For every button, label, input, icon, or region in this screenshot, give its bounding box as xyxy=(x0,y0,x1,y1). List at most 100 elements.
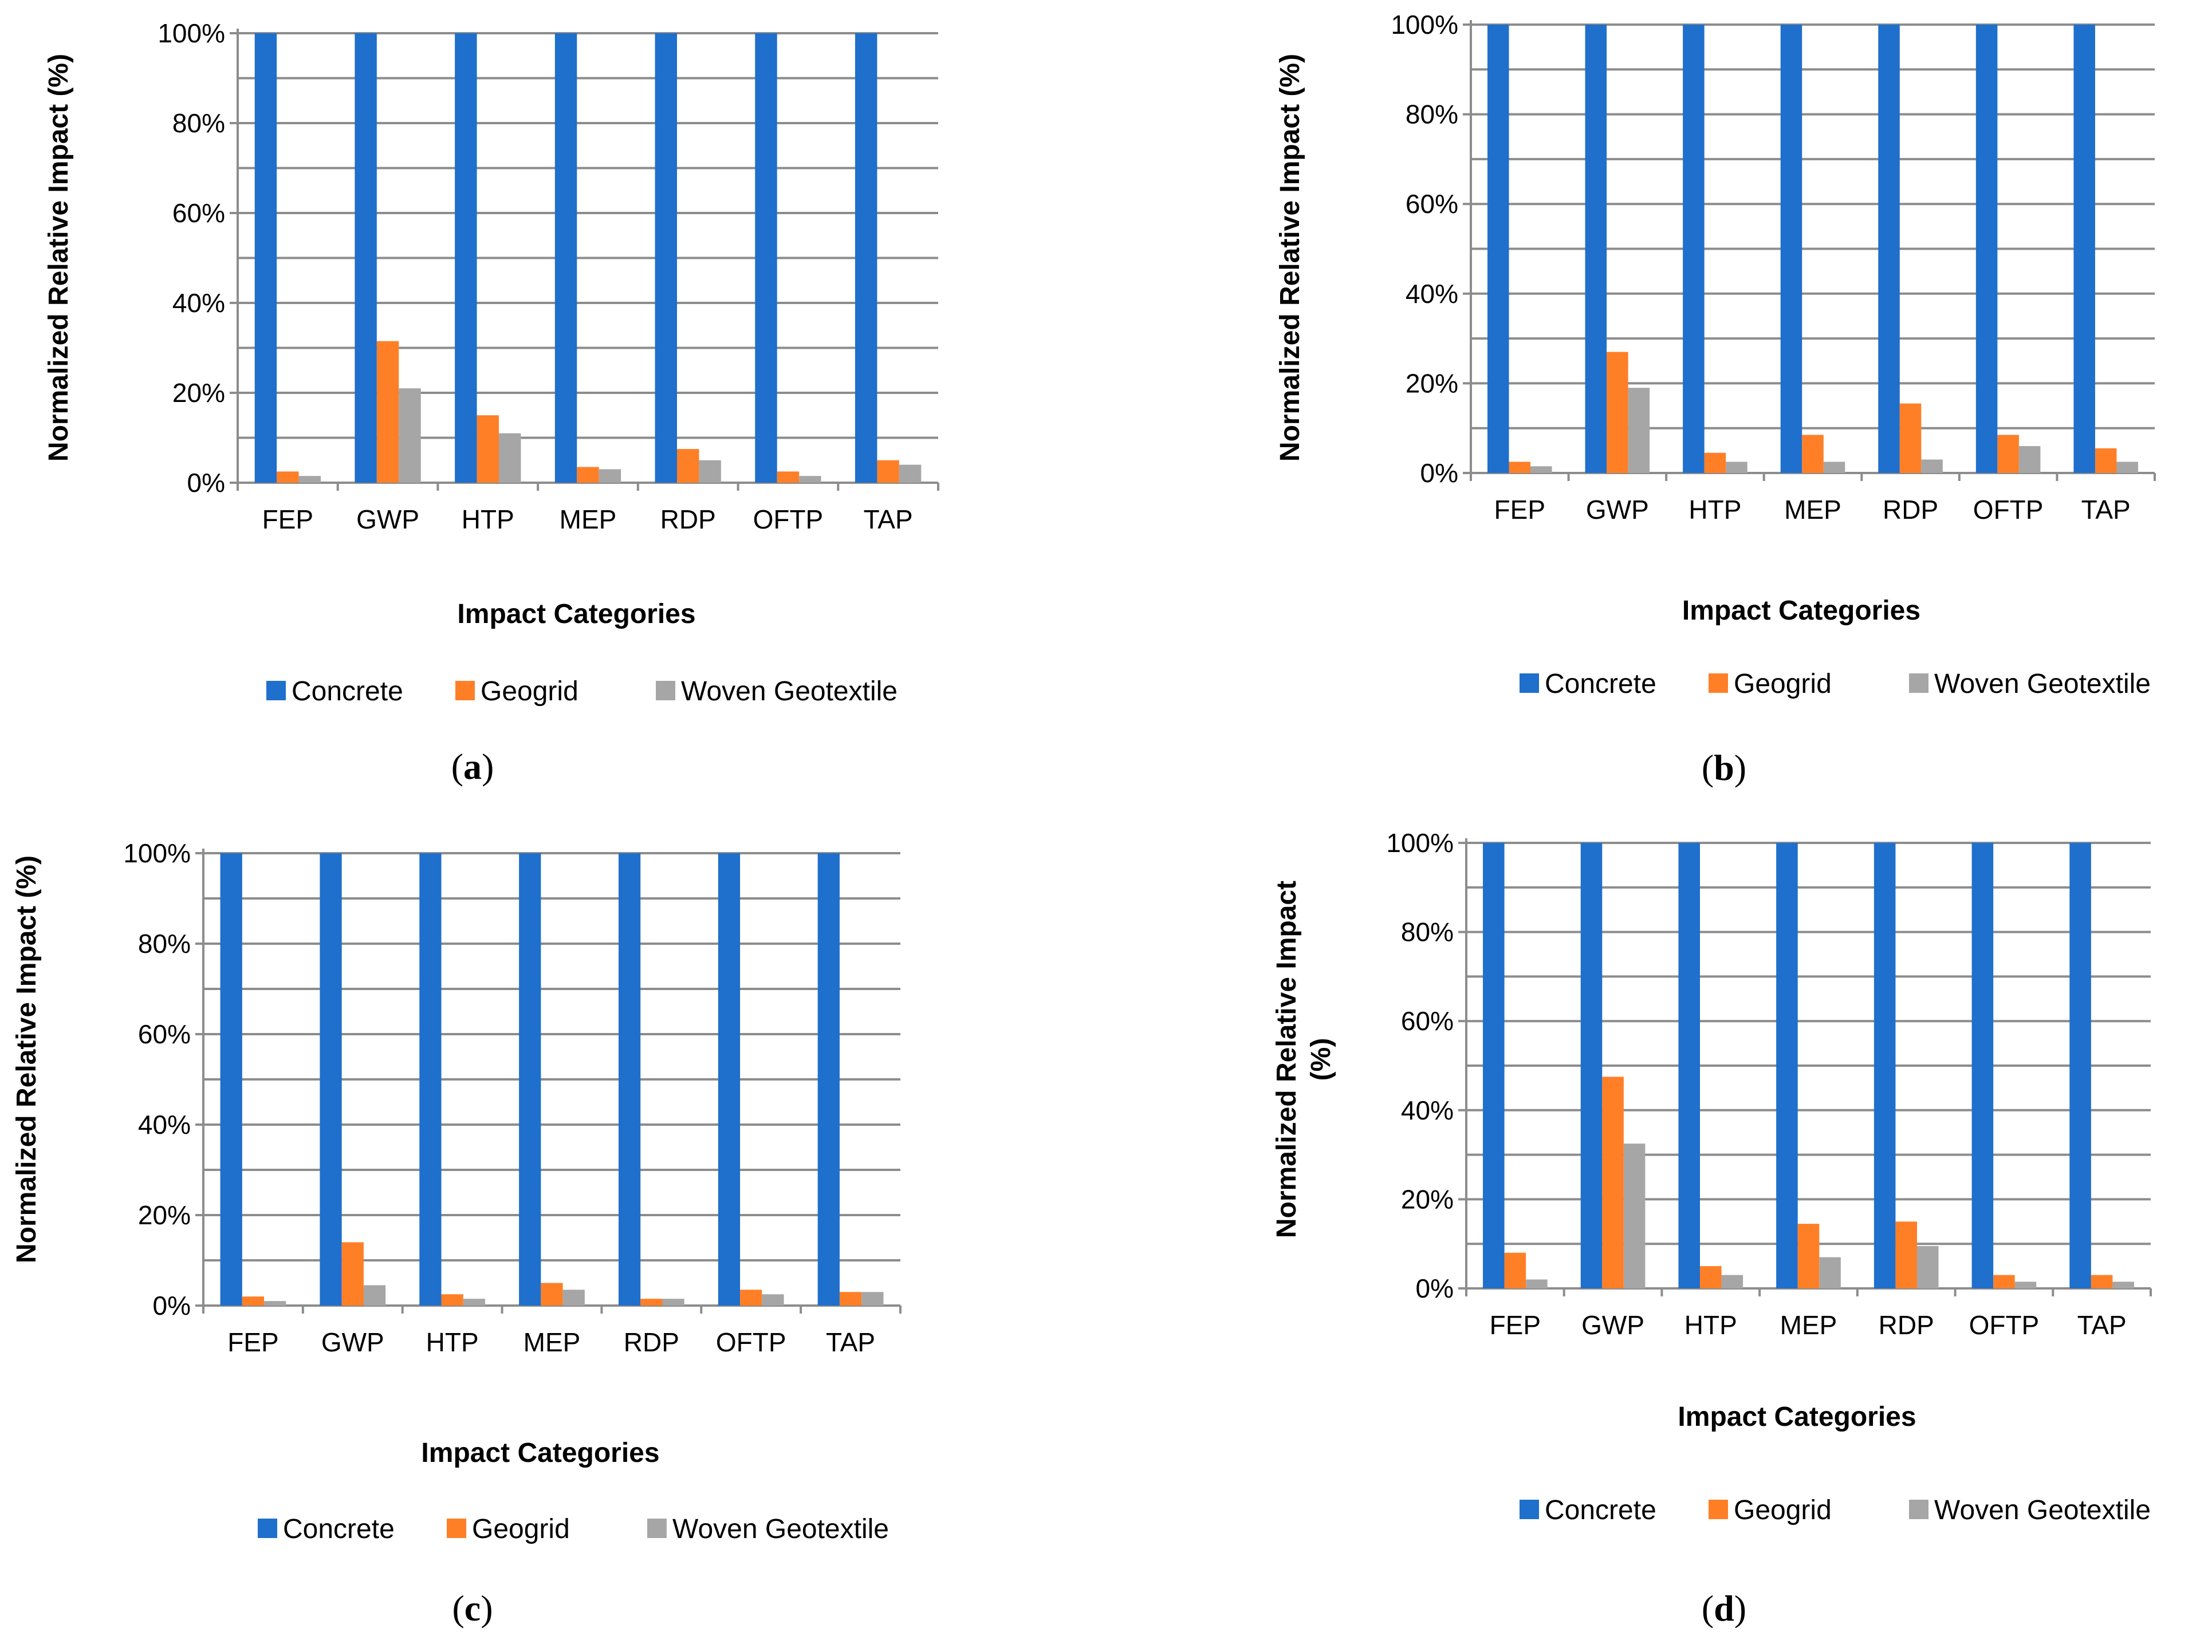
bar-geogrid-mep xyxy=(1802,435,1824,473)
y-tick-label: 80% xyxy=(172,108,225,138)
legend: Concrete Geogrid Woven Geotextile xyxy=(1520,1495,2151,1525)
y-tick-label: 60% xyxy=(1406,189,1458,219)
bar-concrete-rdp xyxy=(655,33,677,483)
bar-concrete-fep xyxy=(220,853,242,1306)
caption-letter: b xyxy=(1714,747,1734,788)
bar-woven-geotextile-htp xyxy=(499,433,521,483)
y-axis-title-line: Normalized Relative Impact (%) xyxy=(44,54,74,462)
x-tick-label: FEP xyxy=(1494,495,1545,525)
bar-geogrid-htp xyxy=(1700,1266,1722,1288)
caption-letter: a xyxy=(463,746,482,787)
x-axis-title: Impact Categories xyxy=(457,599,695,629)
bar-geogrid-oftp xyxy=(777,471,800,483)
x-axis-title: Impact Categories xyxy=(1682,596,1920,626)
bar-woven-geotextile-tap xyxy=(2112,1282,2134,1288)
x-tick-label: GWP xyxy=(321,1327,384,1357)
legend-label: Concrete xyxy=(1545,669,1656,699)
bar-concrete-htp xyxy=(455,33,477,483)
legend-label: Geogrid xyxy=(1734,669,1832,699)
x-tick-label: RDP xyxy=(660,504,716,534)
bar-woven-geotextile-gwp xyxy=(363,1285,386,1306)
y-tick-label: 40% xyxy=(1406,279,1458,309)
x-axis-title: Impact Categories xyxy=(421,1438,659,1468)
y-axis-title-line: (%) xyxy=(1306,1038,1336,1081)
y-tick-label: 100% xyxy=(123,838,191,868)
bar-geogrid-gwp xyxy=(376,341,399,483)
bar-woven-geotextile-fep xyxy=(264,1301,286,1306)
bar-woven-geotextile-tap xyxy=(899,464,922,483)
bar-geogrid-tap xyxy=(2091,1275,2113,1288)
x-tick-label: HTP xyxy=(426,1327,479,1357)
legend-label: Concrete xyxy=(292,676,403,707)
x-tick-label: FEP xyxy=(262,504,313,534)
caption-open: ( xyxy=(452,1588,464,1629)
y-tick-label: 60% xyxy=(1401,1006,1454,1036)
bar-woven-geotextile-rdp xyxy=(1916,1246,1939,1288)
y-tick-label: 0% xyxy=(153,1291,191,1320)
bar-geogrid-rdp xyxy=(640,1299,663,1306)
x-tick-label: RDP xyxy=(624,1327,679,1357)
bar-woven-geotextile-fep xyxy=(1530,466,1552,473)
legend-label: Woven Geotextile xyxy=(681,676,898,707)
bar-woven-geotextile-oftp xyxy=(762,1294,784,1306)
bar-concrete-tap xyxy=(2073,25,2095,473)
bar-geogrid-tap xyxy=(877,460,899,483)
bar-concrete-fep xyxy=(1483,843,1505,1288)
bar-woven-geotextile-rdp xyxy=(662,1299,684,1306)
y-axis-title-line: Normalized Relative Impact xyxy=(1272,881,1302,1238)
legend-label: Geogrid xyxy=(472,1514,570,1544)
y-tick-label: 80% xyxy=(1406,100,1458,129)
y-axis-title: Normalized Relative Impact (%) xyxy=(44,54,74,462)
legend-swatch xyxy=(1909,673,1928,693)
caption-close: ) xyxy=(481,1588,493,1629)
bar-geogrid-oftp xyxy=(1997,435,2019,473)
legend-swatch xyxy=(1709,673,1728,693)
x-tick-label: OFTP xyxy=(1969,1310,2040,1340)
bar-geogrid-tap xyxy=(839,1292,862,1306)
y-tick-label: 60% xyxy=(138,1019,191,1049)
y-tick-label: 80% xyxy=(138,929,191,959)
bar-concrete-rdp xyxy=(618,853,641,1306)
x-tick-label: HTP xyxy=(1684,1310,1737,1340)
bar-concrete-rdp xyxy=(1878,25,1900,473)
legend-label: Concrete xyxy=(1545,1495,1656,1525)
bar-geogrid-mep xyxy=(1797,1224,1820,1288)
legend-label: Geogrid xyxy=(1734,1495,1832,1525)
bar-woven-geotextile-fep xyxy=(298,476,321,483)
bar-geogrid-gwp xyxy=(1607,352,1628,473)
bar-geogrid-gwp xyxy=(341,1242,364,1306)
x-tick-label: HTP xyxy=(1688,495,1741,525)
bar-geogrid-fep xyxy=(242,1296,265,1306)
y-tick-label: 60% xyxy=(172,198,225,228)
x-tick-label: HTP xyxy=(462,504,514,534)
bar-concrete-rdp xyxy=(1873,843,1896,1288)
bar-geogrid-fep xyxy=(1509,462,1531,473)
bar-concrete-tap xyxy=(855,33,877,483)
x-tick-label: TAP xyxy=(826,1327,875,1357)
bar-concrete-gwp xyxy=(355,33,377,483)
x-tick-label: MEP xyxy=(1784,495,1841,525)
bar-geogrid-htp xyxy=(441,1294,463,1306)
y-axis-title-line: Normalized Relative Impact (%) xyxy=(1275,54,1305,462)
bar-geogrid-mep xyxy=(577,467,599,483)
chart-panel-d: 0% 20% 40% 60% 80% 100% FEP GWP HTP MEP RDP OFTP TAP… xyxy=(1272,828,2152,1629)
legend-swatch xyxy=(447,1519,466,1538)
bar-woven-geotextile-mep xyxy=(599,469,621,483)
y-axis-title-line: Normalized Relative Impact (%) xyxy=(11,855,42,1263)
bar-woven-geotextile-rdp xyxy=(1921,459,1943,473)
bar-geogrid-mep xyxy=(541,1283,563,1306)
y-tick-label: 80% xyxy=(1401,917,1454,947)
legend-swatch xyxy=(258,1519,277,1538)
x-tick-label: GWP xyxy=(1586,495,1649,525)
bar-concrete-oftp xyxy=(1971,843,1994,1288)
legend-label: Woven Geotextile xyxy=(1934,1495,2151,1525)
bar-geogrid-htp xyxy=(477,415,499,483)
bar-geogrid-oftp xyxy=(1993,1275,2015,1288)
bar-concrete-tap xyxy=(2069,843,2091,1288)
x-tick-label: MEP xyxy=(524,1327,581,1357)
bar-woven-geotextile-htp xyxy=(1726,462,1747,473)
bar-concrete-htp xyxy=(419,853,442,1306)
legend-swatch xyxy=(656,681,675,700)
caption-close: ) xyxy=(1734,1588,1746,1629)
legend-swatch xyxy=(455,681,475,700)
